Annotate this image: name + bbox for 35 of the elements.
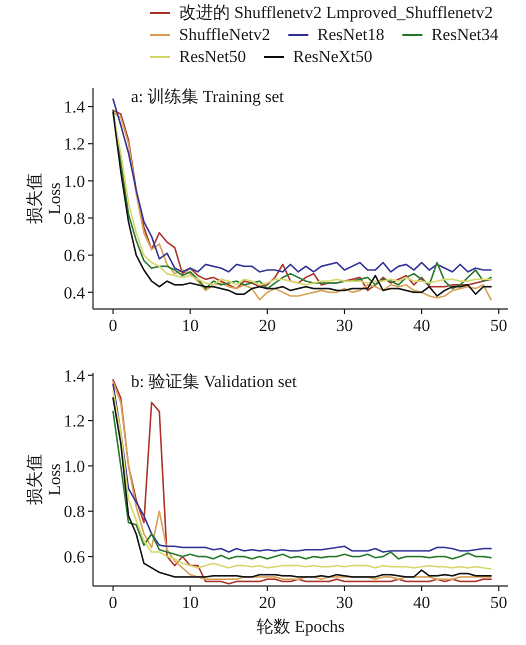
legend-label: ResNeXt50 <box>293 47 372 66</box>
y-tick-label: 0.6 <box>64 246 85 266</box>
y-tick-label: 1.4 <box>64 98 86 117</box>
line-series <box>112 410 492 560</box>
legend-label: ShuffleNetv2 <box>179 25 270 44</box>
x-tick-label: 50 <box>490 316 508 335</box>
y-tick-label: 0.4 <box>64 283 86 302</box>
x-tick-label: 20 <box>258 593 276 612</box>
y-tick-label: 1.4 <box>64 366 86 386</box>
y-tick-label: 1.0 <box>64 456 85 476</box>
x-tick-label: 30 <box>336 593 353 612</box>
y-axis-title: 损失值 Loss <box>25 173 64 224</box>
legend-label: ResNet34 <box>431 25 499 44</box>
y-tick-label: 0.8 <box>64 209 85 228</box>
y-tick-label: 0.8 <box>64 502 85 522</box>
y-axis-title: 损失值 Loss <box>25 454 64 505</box>
legend-label: 改进的 Shufflenetv2 Lmproved_Shufflenetv2 <box>179 3 493 22</box>
x-tick-label: 30 <box>336 316 353 335</box>
x-tick-label: 0 <box>108 316 118 335</box>
chart-title: a: 训练集 Training set <box>131 87 284 106</box>
x-tick-label: 20 <box>258 316 276 335</box>
x-tick-label: 40 <box>413 316 430 335</box>
x-tick-label: 40 <box>413 593 430 612</box>
legend-label: ResNet18 <box>317 25 384 44</box>
y-tick-label: 1.0 <box>64 172 85 191</box>
chart-title: b: 验证集 Validation set <box>131 372 298 391</box>
x-tick-label: 0 <box>108 593 118 612</box>
y-tick-label: 1.2 <box>64 134 85 154</box>
y-tick-label: 1.2 <box>64 412 85 431</box>
legend-label: ResNet50 <box>179 47 246 66</box>
x-tick-label: 50 <box>490 593 508 612</box>
x-tick-label: 10 <box>182 593 199 612</box>
x-axis-title: 轮数 Epochs <box>256 617 345 636</box>
x-tick-label: 10 <box>182 316 199 335</box>
y-tick-label: 0.6 <box>64 548 85 567</box>
